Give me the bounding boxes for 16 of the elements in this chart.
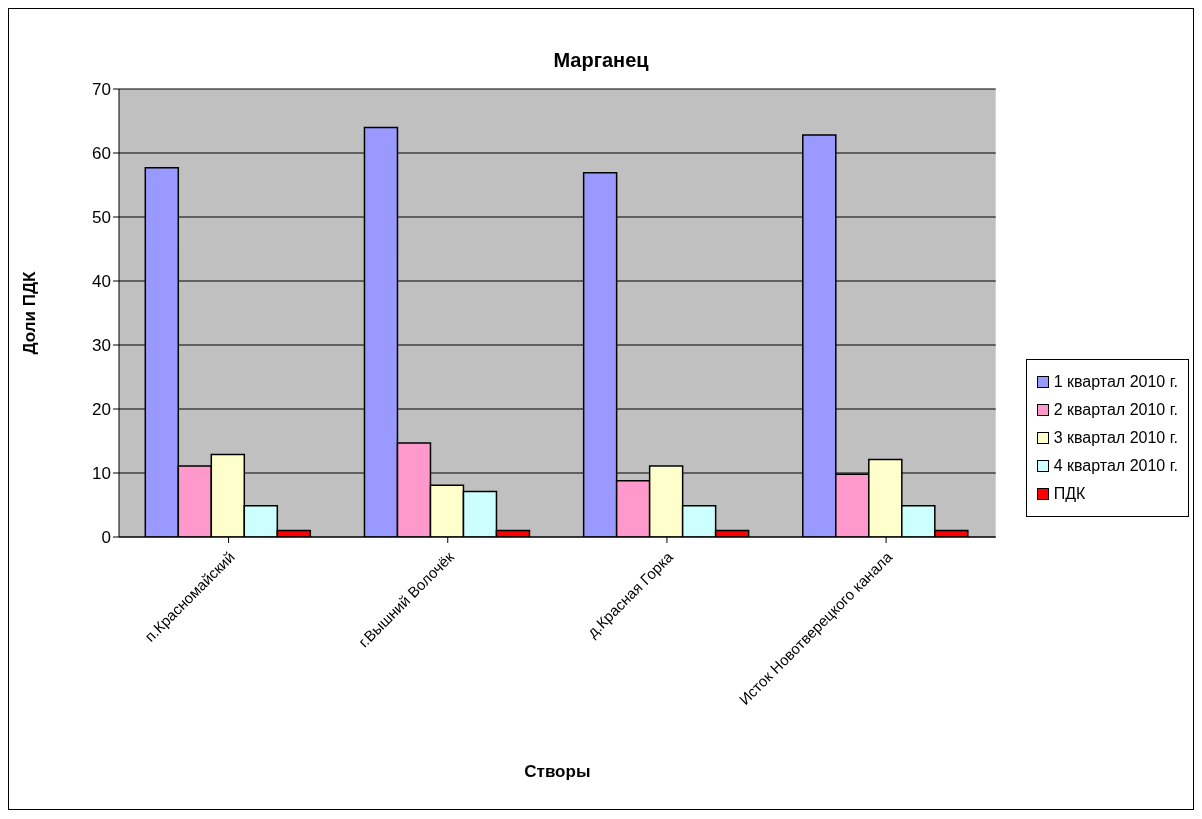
legend-label: 1 квартал 2010 г. [1053, 373, 1178, 391]
legend-label: ПДК [1053, 485, 1086, 503]
y-tick-label: 0 [101, 528, 111, 548]
y-tick-label: 40 [92, 272, 111, 292]
legend-label: 2 квартал 2010 г. [1053, 401, 1178, 419]
y-tick-label: 10 [92, 464, 111, 484]
y-axis-title: Доли ПДК [20, 270, 40, 355]
y-tick-label: 30 [92, 336, 111, 356]
x-axis-title: Створы [524, 762, 591, 781]
legend-label: 3 квартал 2010 г. [1053, 429, 1178, 447]
legend-label: 4 квартал 2010 г. [1053, 457, 1178, 475]
chart-title: Марганец [552, 48, 650, 71]
y-tick-label: 60 [92, 144, 111, 164]
y-tick-label: 70 [92, 80, 111, 100]
y-tick-label: 20 [92, 400, 111, 420]
y-tick-label: 50 [92, 208, 111, 228]
